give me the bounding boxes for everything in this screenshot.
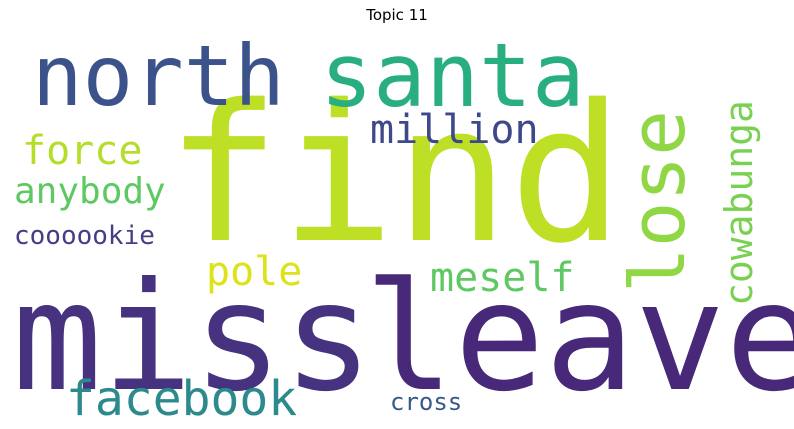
word-million: million: [370, 107, 539, 153]
word-find: find: [166, 64, 624, 285]
word-leave: leave: [364, 251, 794, 425]
word-cowabunga: cowabunga: [717, 100, 761, 306]
word-force: force: [22, 128, 143, 174]
figure-title: Topic 11: [366, 6, 428, 24]
word-meself: meself: [430, 255, 575, 301]
word-facebook: facebook: [66, 371, 298, 427]
word-coooookie: coooookie: [14, 221, 155, 251]
word-santa: santa: [320, 24, 585, 127]
word-cloud: find miss leave santa north lose cowabun…: [8, 24, 794, 427]
word-cross: cross: [390, 388, 463, 416]
word-miss: miss: [12, 251, 374, 425]
word-pole: pole: [206, 249, 303, 295]
word-north: north: [32, 27, 285, 125]
word-lose: lose: [613, 109, 702, 293]
word-anybody: anybody: [14, 171, 166, 212]
